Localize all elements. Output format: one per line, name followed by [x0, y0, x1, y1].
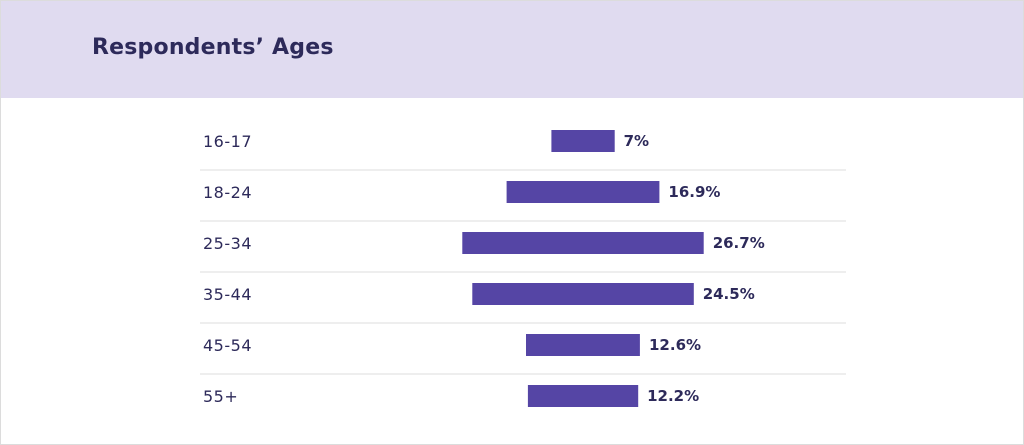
bar: [551, 130, 615, 152]
category-label: 45-54: [203, 336, 252, 355]
value-label: 26.7%: [713, 234, 765, 252]
category-label: 35-44: [203, 285, 252, 304]
chart-header: Respondents’ Ages: [1, 1, 1023, 98]
category-label: 18-24: [203, 183, 252, 202]
bar: [462, 232, 704, 254]
bar: [506, 181, 660, 203]
bar: [526, 334, 640, 356]
category-label: 25-34: [203, 234, 252, 253]
chart-title: Respondents’ Ages: [92, 35, 334, 60]
value-label: 12.2%: [647, 387, 699, 405]
value-label: 24.5%: [703, 285, 755, 303]
category-label: 16-17: [203, 132, 252, 151]
bar: [472, 283, 694, 305]
value-label: 12.6%: [649, 336, 701, 354]
category-label: 55+: [203, 387, 238, 406]
bar: [527, 385, 639, 407]
value-label: 7%: [624, 132, 649, 150]
value-label: 16.9%: [668, 183, 720, 201]
